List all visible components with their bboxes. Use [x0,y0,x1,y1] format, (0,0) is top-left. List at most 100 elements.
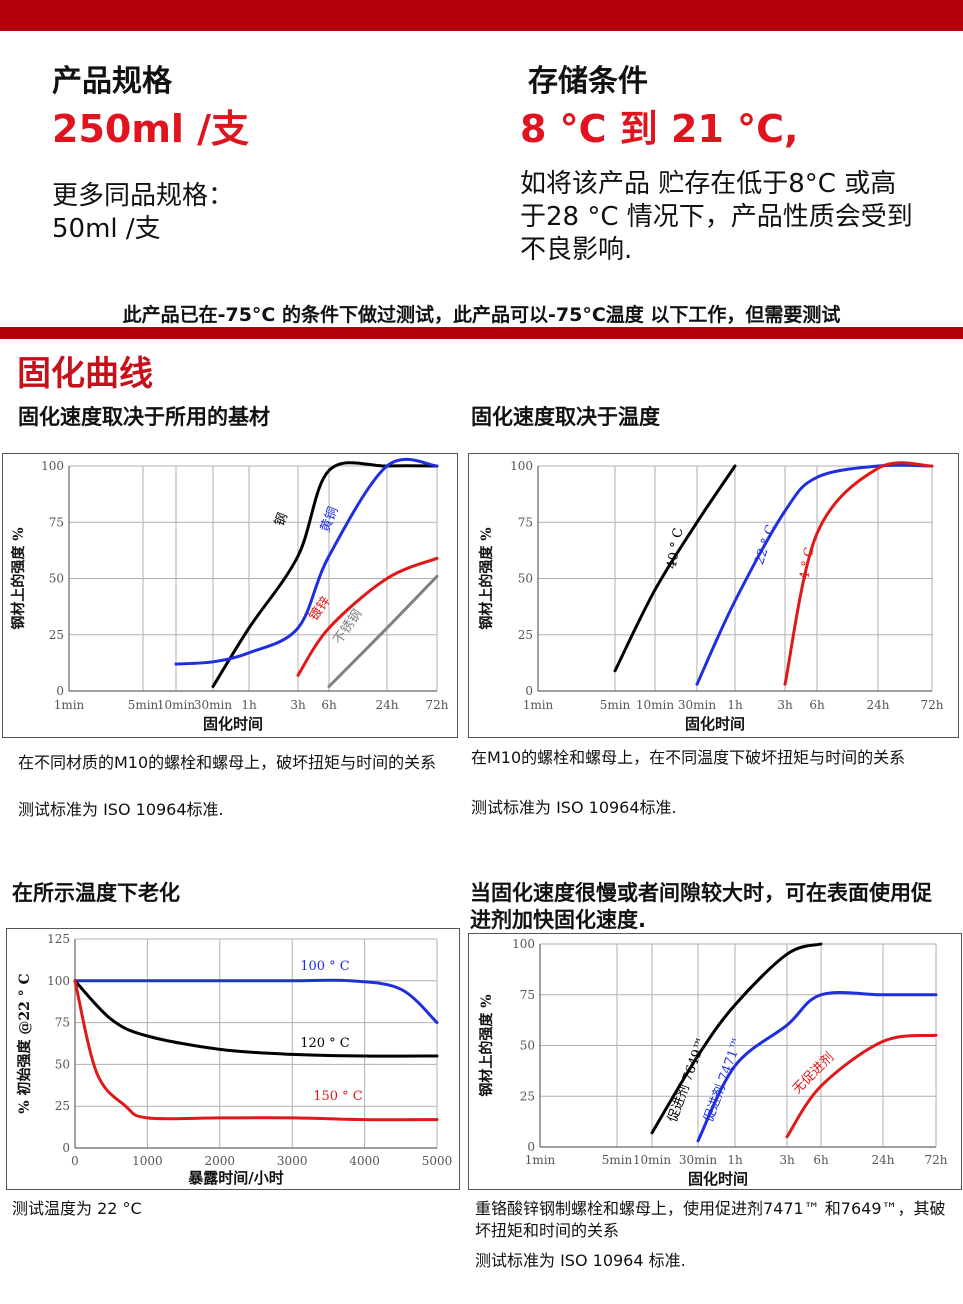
x-tick-label: 3h [290,698,306,712]
series-line-2 [695,463,934,686]
storage-heading: 存储条件 [528,64,648,99]
y-tick-label: 0 [525,684,533,698]
x-tick-label: 1min [525,1153,556,1167]
series-label-2: 22 ° C [752,523,779,567]
x-tick-label: 72h [426,698,449,712]
x-tick-label: 24h [867,698,890,712]
chart3-caption: 测试温度为 22 °C [12,1199,142,1218]
y-tick-label: 25 [49,628,64,642]
series-label-1: 100 ° C [300,959,350,974]
x-tick-label: 0 [71,1154,79,1168]
x-tick-label: 6h [809,698,825,712]
series-line-3 [73,979,439,1122]
chart1-title: 固化速度取决于所用的基材 [18,405,270,429]
y-tick-label: 50 [518,572,533,586]
y-tick-label: 25 [55,1099,70,1113]
x-tick-label: 5000 [422,1154,453,1168]
temperature-note: 此产品已在-75°C 的条件下做过测试，此产品可以-75°C温度 以下工作，但需… [122,304,841,326]
series-label-1: 40 ° C [665,527,687,570]
y-tick-label: 75 [49,515,64,529]
x-tick-label: 6h [813,1153,829,1167]
spec-more-value: 50ml /支 [52,214,161,244]
chart1-standard: 测试标准为 ISO 10964标准. [18,800,224,819]
chart1-caption: 在不同材质的M10的螺栓和螺母上，破坏扭矩与时间的关系 [18,753,437,772]
top-banner-bar [0,0,963,31]
spec-value: 250ml /支 [52,107,250,151]
x-tick-label: 10min [636,698,674,712]
x-axis-label: 固化时间 [203,715,263,733]
x-tick-label: 72h [925,1153,948,1167]
x-tick-label: 5min [602,1153,633,1167]
y-tick-label: 25 [518,628,533,642]
chart1-frame: 1min 5min 10min 30min 1h 3h 6h 24h 72h 0 25 50 75 100… [2,453,458,738]
series-label-3: 150 ° C [313,1089,363,1104]
section-divider-bar [0,327,963,339]
section-title: 固化曲线 [17,354,153,394]
y-tick-label: 0 [527,1140,535,1154]
y-tick-label: 100 [47,974,70,988]
y-tick-label: 50 [49,572,64,586]
series-line-1 [613,464,737,673]
chart4-standard: 测试标准为 ISO 10964 标准. [475,1251,686,1270]
series-line-1 [73,978,439,1025]
x-tick-label: 1000 [132,1154,163,1168]
x-tick-label: 24h [376,698,399,712]
y-tick-label: 0 [56,684,64,698]
series-label-2: 促进剂 7471™ [701,1035,746,1124]
chart2-plot: 1min 5min 10min 30min 1h 3h 6h 24h 72h 0 25 50 75 100… [478,459,944,733]
y-tick-label: 75 [55,1016,70,1030]
x-tick-label: 5min [600,698,631,712]
x-tick-label: 5min [128,698,159,712]
series-line-2 [696,991,938,1143]
x-tick-label: 24h [872,1153,895,1167]
x-tick-label: 1h [241,698,257,712]
chart4-title: 当固化速度很慢或者间隙较大时，可在表面使用促进剂加快固化速度. [470,881,932,932]
x-tick-label: 4000 [349,1154,380,1168]
y-tick-label: 50 [520,1039,535,1053]
x-axis-label: 暴露时间/小时 [188,1169,283,1187]
chart4-frame: 1min 5min 10min 30min 1h 3h 6h 24h 72h 0 25 50 75 100… [468,933,962,1190]
chart2-caption: 在M10的螺栓和螺母上，在不同温度下破坏扭矩与时间的关系 [471,748,906,767]
x-axis-label: 固化时间 [688,1170,748,1188]
series-label-2: 120 ° C [300,1036,350,1051]
y-tick-label: 50 [55,1057,70,1071]
x-axis-label: 固化时间 [685,715,745,733]
y-axis-label: 钢材上的强度 % [478,994,495,1096]
chart3-plot: 0 1000 2000 3000 4000 5000 0 25 50 75 100 125 暴露时间/小… [16,932,453,1187]
y-tick-label: 100 [41,459,64,473]
x-tick-label: 2000 [205,1154,236,1168]
series-label-1: 钢 [272,511,291,529]
series-line-4 [327,574,439,688]
chart4-plot: 1min 5min 10min 30min 1h 3h 6h 24h 72h 0 25 50 75 100… [478,937,948,1188]
series-label-4: 不锈钢 [331,607,366,648]
series-line-3 [783,461,934,686]
chart2-title: 固化速度取决于温度 [471,405,660,429]
storage-value: 8 °C 到 21 °C, [520,107,799,151]
chart3-frame: 0 1000 2000 3000 4000 5000 0 25 50 75 100 125 暴露时间/小… [6,928,460,1190]
series-line-3 [785,1033,938,1139]
spec-heading: 产品规格 [52,64,172,99]
x-tick-label: 3h [779,1153,795,1167]
y-axis-label: 钢材上的强度 % [478,527,495,629]
x-tick-label: 30min [678,698,716,712]
y-tick-label: 125 [47,932,70,946]
x-tick-label: 1min [523,698,554,712]
chart2-frame: 1min 5min 10min 30min 1h 3h 6h 24h 72h 0 25 50 75 100… [468,453,959,738]
series-line-2 [174,457,439,666]
series-label-1: 促进剂 7649™ [665,1035,710,1124]
series-label-2: 黄铜 [318,505,342,535]
y-tick-label: 75 [520,988,535,1002]
x-tick-label: 10min [157,698,195,712]
series-line-2 [73,979,439,1058]
x-tick-label: 3000 [277,1154,308,1168]
series-line-3 [296,556,439,677]
x-tick-label: 10min [633,1153,671,1167]
x-tick-label: 30min [679,1153,717,1167]
y-tick-label: 25 [520,1089,535,1103]
y-tick-label: 0 [62,1141,70,1155]
x-tick-label: 1h [727,1153,743,1167]
x-tick-label: 1min [54,698,85,712]
x-tick-label: 3h [777,698,793,712]
storage-description: 如将该产品 贮存在低于8°C 或高于28 °C 情况下，产品性质会受到不良影响. [520,169,913,265]
